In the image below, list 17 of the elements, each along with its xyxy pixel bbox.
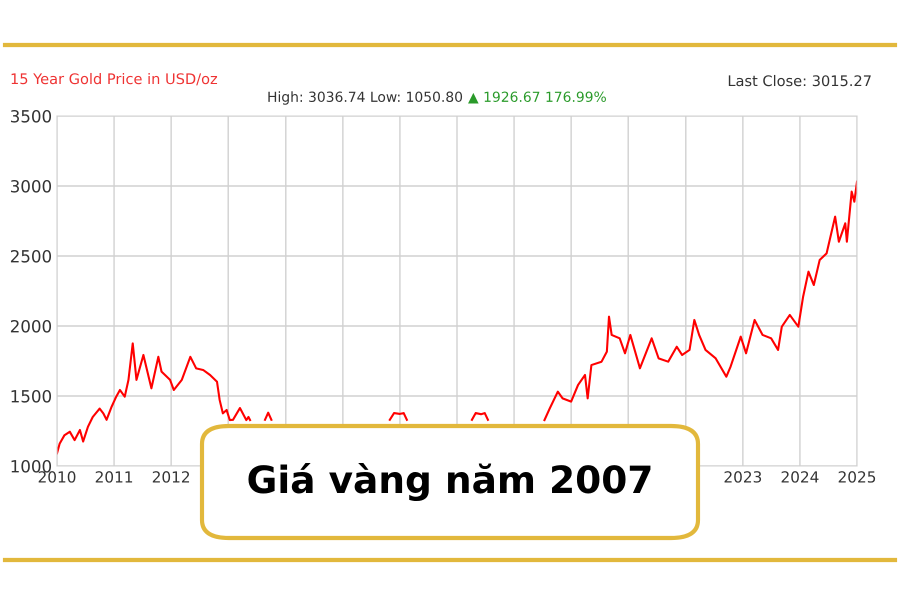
y-tick-label: 3000 bbox=[10, 180, 52, 193]
chart-title: 15 Year Gold Price in USD/oz bbox=[12, 72, 218, 86]
text: ▲ 1926.67 176.99% bbox=[468, 92, 606, 104]
text: Last Close: 3015.27 bbox=[728, 74, 871, 86]
y-tick-label: 2000 bbox=[10, 320, 52, 333]
x-tick-label: 2024 bbox=[782, 471, 819, 483]
annotation: Giá vàng năm 2007 bbox=[248, 462, 650, 502]
y-tick-label: 3500 bbox=[10, 110, 52, 123]
x-tick-label: 2023 bbox=[724, 471, 762, 483]
x-tick-label: 2011 bbox=[96, 471, 132, 483]
y-tick-label: 2500 bbox=[10, 250, 52, 263]
text: High: 3036.74 Low: 1050.80 bbox=[268, 91, 462, 105]
x-tick-label: 2012 bbox=[152, 471, 190, 483]
x-tick-label: 2025 bbox=[838, 471, 876, 483]
y-tick-label: 1500 bbox=[12, 390, 52, 403]
y-tick-label: 1000 bbox=[12, 460, 52, 473]
x-tick-label: 2010 bbox=[38, 471, 76, 483]
